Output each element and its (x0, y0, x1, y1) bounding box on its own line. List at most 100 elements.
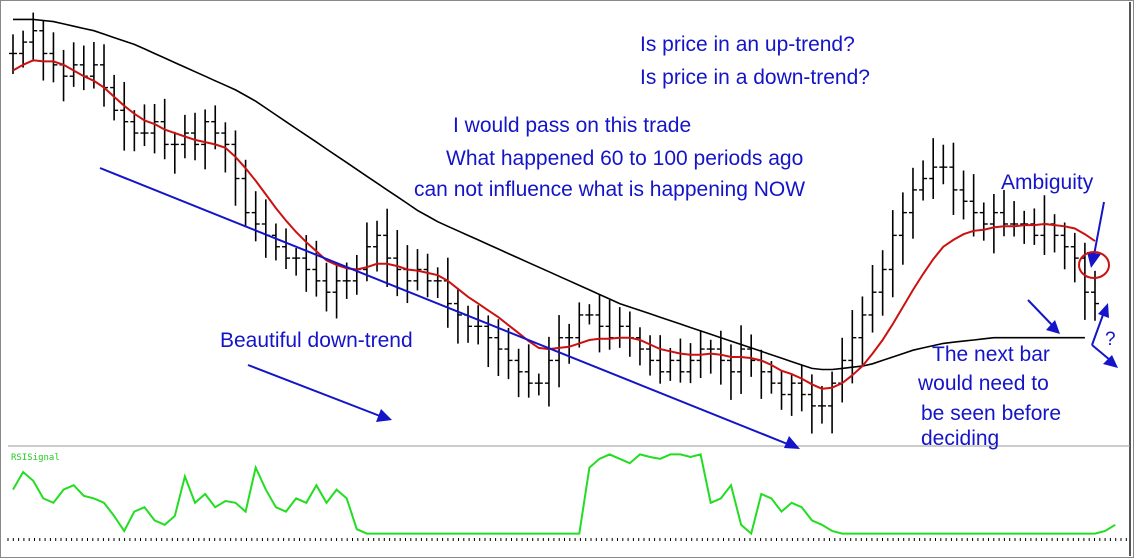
price-bar (453, 289, 462, 344)
price-bar (170, 131, 179, 174)
price-bar (595, 294, 604, 353)
annotation-arrows (99, 167, 1118, 449)
price-bar (120, 82, 129, 151)
price-bar (767, 360, 776, 394)
price-bar (140, 104, 149, 147)
price-bar (251, 191, 260, 242)
price-bar (635, 327, 644, 366)
ma-fast-line (12, 59, 1096, 390)
price-bar (1020, 210, 1029, 244)
price-bar (292, 248, 301, 276)
ambiguity-arrow-head (1087, 252, 1101, 268)
downtrend-line (99, 167, 791, 446)
next-bar-line-1: The next bar (932, 343, 1050, 366)
price-bar (706, 339, 715, 374)
price-bar (332, 262, 341, 319)
next-bar-line-3: be seen before (921, 402, 1061, 425)
price-bar (989, 193, 998, 254)
price-bar (646, 335, 655, 376)
price-bar (362, 222, 371, 282)
price-bar (514, 348, 523, 398)
rsi-signal-line (12, 453, 1116, 536)
price-bar (747, 334, 756, 377)
price-bar (69, 42, 78, 87)
price-bar (1060, 222, 1069, 270)
price-bar (39, 20, 48, 81)
price-bar (666, 347, 675, 381)
price-bar (191, 112, 200, 161)
next-bar-line-2: would need to (917, 372, 1049, 395)
price-bar (231, 130, 240, 206)
next-bar-line-4: deciding (921, 427, 999, 450)
ambiguity-label: Ambiguity (1001, 171, 1094, 194)
price-bar (433, 267, 442, 298)
price-bar (898, 192, 907, 265)
price-bar (716, 330, 725, 385)
price-bar (524, 344, 533, 398)
price-bar (534, 373, 543, 396)
up-option-arrow (1091, 311, 1105, 346)
price-bar (858, 296, 867, 367)
price-bar (656, 335, 665, 384)
price-bar (282, 228, 291, 270)
price-bar (908, 167, 917, 239)
price-bar (979, 202, 988, 241)
price-bar (919, 160, 928, 201)
price-bar (1010, 201, 1019, 237)
ambiguity-arrow (1093, 201, 1105, 256)
price-bar (959, 170, 968, 220)
price-bar (888, 210, 897, 298)
price-bar (322, 262, 331, 312)
price-bar (817, 385, 826, 424)
price-bar (211, 105, 220, 150)
price-bar (848, 310, 857, 384)
price-bar (19, 30, 28, 68)
downtrend-arrow (247, 364, 381, 417)
price-bars (9, 12, 1099, 434)
downtrend-line-arrowhead (784, 436, 800, 449)
next-bar-arrow-head (1046, 320, 1060, 334)
price-bar (49, 32, 58, 83)
price-bar (383, 208, 392, 288)
price-bar (787, 373, 796, 416)
price-bar (1030, 208, 1039, 245)
moving-averages (12, 18, 1096, 390)
price-bar (241, 159, 250, 227)
price-bar (1091, 270, 1099, 321)
price-bar (737, 325, 746, 394)
price-bar (423, 253, 432, 298)
price-bar (1070, 232, 1079, 283)
price-bar (949, 142, 958, 216)
annotations: Is price in an up-trend? Is price in a d… (220, 33, 1116, 450)
price-bar (201, 109, 210, 170)
price-bar (474, 305, 483, 345)
price-bar (828, 371, 837, 434)
price-bar (504, 327, 513, 380)
price-bar (686, 343, 695, 384)
down-option-arrow (1091, 344, 1111, 361)
price-bar (555, 315, 564, 388)
price-bar (130, 110, 139, 152)
downtrend-label: Beautiful down-trend (220, 329, 413, 352)
next-bar-arrow (1027, 299, 1053, 326)
price-bar (271, 223, 280, 261)
question-downtrend: Is price in a down-trend? (640, 66, 870, 89)
question-uptrend: Is price in an up-trend? (640, 33, 855, 56)
up-option-arrow-head (1098, 303, 1109, 318)
down-option-arrow-head (1103, 355, 1118, 368)
price-bar (868, 264, 877, 333)
price-bar (393, 230, 402, 297)
price-bar (585, 304, 594, 325)
ma-slow-line (13, 18, 1085, 371)
price-bar (777, 370, 786, 410)
price-bar (999, 190, 1008, 237)
price-bar (676, 338, 685, 383)
price-bar (797, 365, 806, 412)
downtrend-arrow-head (376, 409, 392, 422)
question-mark: ? (1105, 329, 1116, 350)
price-bar (9, 34, 17, 75)
price-bar (302, 235, 311, 292)
ambiguity-circle (1078, 251, 1110, 279)
